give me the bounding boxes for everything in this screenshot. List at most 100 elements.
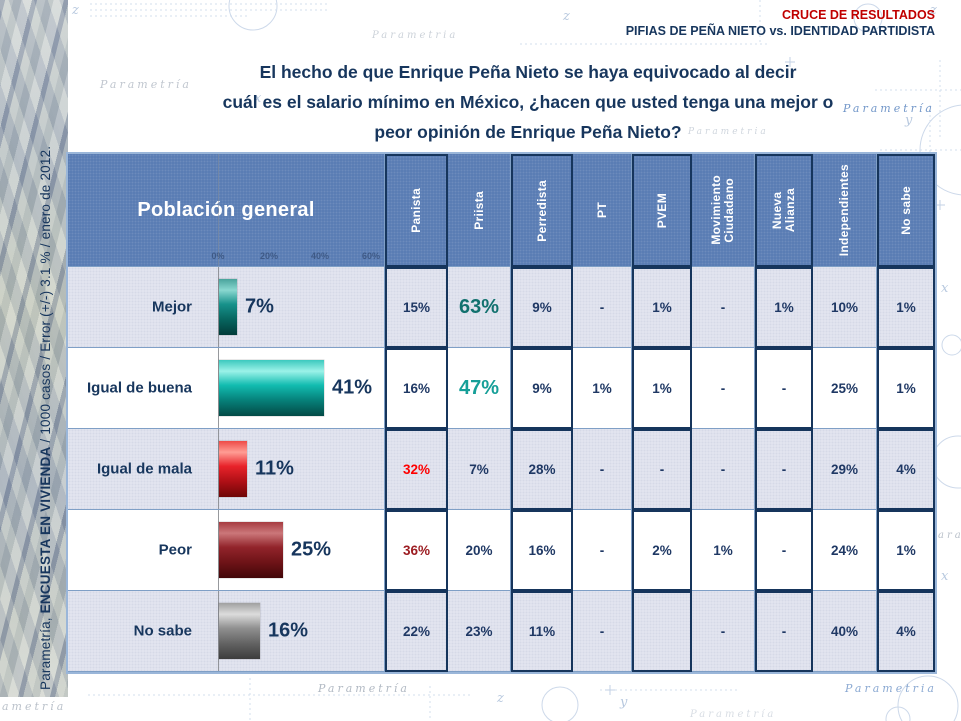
- data-cell-value: 16%: [528, 543, 556, 558]
- data-cell-igual-de-buena-independientes: 25%: [813, 348, 877, 429]
- bar-mejor: [219, 279, 237, 335]
- question-line: El hecho de que Enrique Peña Nieto se ha…: [259, 62, 797, 82]
- data-cell-value: -: [781, 381, 787, 396]
- poblacion-general-header: Población general 0% 20% 40% 60%: [68, 154, 385, 267]
- bar-axis-baseline: [218, 348, 219, 428]
- data-cell-igual-de-mala-priista: 7%: [448, 429, 511, 510]
- data-cell-value: -: [599, 542, 605, 558]
- row-mejor: Mejor 7%: [68, 267, 385, 348]
- data-cell-value: -: [781, 543, 787, 558]
- column-header-label: PVEM: [654, 192, 669, 229]
- data-cell-peor-no-sabe: 1%: [877, 510, 935, 591]
- data-cell-peor-panista: 36%: [385, 510, 448, 591]
- axis-tick: 60%: [361, 251, 381, 261]
- data-cell-no-sabe-pt: -: [573, 591, 632, 672]
- column-header-movimiento-ciudadano: Movimiento Ciudadano: [692, 154, 755, 267]
- bar-igual-de-buena: [219, 360, 324, 416]
- column-header-independientes: Independientes: [813, 154, 877, 267]
- parametria-watermark: Parametria: [371, 30, 458, 41]
- caption-suffix: / 1000 casos / Error (+/-) 3.1 % / enero…: [38, 145, 53, 447]
- data-cell-igual-de-mala-pt: -: [573, 429, 632, 510]
- data-cell-no-sabe-panista: 22%: [385, 591, 448, 672]
- bar-peor: [219, 522, 283, 578]
- data-cell-mejor-nueva-alianza: 1%: [755, 267, 813, 348]
- column-header-label: Independientes: [837, 163, 851, 257]
- data-cell-value: 1%: [652, 381, 672, 396]
- data-cell-value: 7%: [469, 461, 489, 477]
- sketch-plus-marks: [605, 57, 945, 695]
- data-cell-value: 32%: [402, 462, 431, 477]
- bar-value: 41%: [332, 376, 373, 399]
- bar-axis-baseline: [218, 267, 219, 347]
- data-cell-mejor-priista: 63%: [448, 267, 511, 348]
- data-cell-value: -: [781, 462, 787, 477]
- data-cell-no-sabe-priista: 23%: [448, 591, 511, 672]
- parametria-watermark: Parametria: [687, 127, 769, 137]
- row-igual-de-buena: Igual de buena 41%: [68, 348, 385, 429]
- row-label: No sabe: [133, 622, 192, 640]
- data-cell-peor-independientes: 24%: [813, 510, 877, 591]
- bar-igual-de-mala: [219, 441, 247, 497]
- column-header-label: Movimiento Ciudadano: [709, 175, 736, 245]
- data-cell-value: 16%: [402, 381, 431, 396]
- column-header-pvem: PVEM: [632, 154, 692, 267]
- data-cell-value: 25%: [830, 380, 859, 396]
- row-igual-de-mala: Igual de mala 11%: [68, 429, 385, 510]
- data-cell-value: 1%: [896, 381, 916, 396]
- question-title: El hecho de que Enrique Peña Nieto se ha…: [178, 57, 878, 147]
- data-cell-value: 9%: [532, 300, 552, 315]
- data-cell-value: 63%: [458, 295, 500, 318]
- column-header-priista: Priista: [448, 154, 511, 267]
- bar-value: 11%: [255, 457, 294, 480]
- data-cell-value: 36%: [402, 543, 431, 558]
- bar-value: 7%: [245, 295, 274, 318]
- survey-methodology-caption: Parametría, ENCUESTA EN VIVIENDA / 1000 …: [38, 72, 53, 690]
- question-line: peor opinión de Enrique Peña Nieto?: [374, 122, 682, 142]
- data-cell-igual-de-mala-nueva-alianza: -: [755, 429, 813, 510]
- data-cell-no-sabe-independientes: 40%: [813, 591, 877, 672]
- data-cell-value: 28%: [528, 462, 556, 477]
- caption-prefix: Parametría,: [38, 613, 53, 690]
- data-cell-value: -: [659, 462, 665, 477]
- data-cell-mejor-independientes: 10%: [813, 267, 877, 348]
- sketch-letter: z: [562, 9, 570, 24]
- axis-tick: 40%: [310, 251, 330, 261]
- row-no-sabe: No sabe 16%: [68, 591, 385, 672]
- parametria-watermark: ara: [938, 530, 961, 541]
- parametria-watermark: Parametría: [99, 78, 192, 91]
- data-cell-igual-de-buena-perredista: 9%: [511, 348, 573, 429]
- data-cell-igual-de-buena-panista: 16%: [385, 348, 448, 429]
- data-cell-value: 1%: [896, 543, 916, 558]
- data-cell-value: 1%: [652, 300, 672, 315]
- data-cell-value: 1%: [896, 300, 916, 315]
- slide-header: CRUCE DE RESULTADOS PIFIAS DE PEÑA NIETO…: [626, 7, 935, 39]
- data-cell-peor-movimiento-ciudadano: 1%: [692, 510, 755, 591]
- data-cell-value: -: [720, 461, 726, 477]
- data-cell-peor-perredista: 16%: [511, 510, 573, 591]
- data-cell-igual-de-mala-no-sabe: 4%: [877, 429, 935, 510]
- data-cell-value: 47%: [458, 376, 500, 399]
- row-label: Igual de buena: [86, 379, 192, 397]
- parametria-watermark: Parametria: [844, 682, 937, 695]
- data-cell-value: -: [720, 623, 726, 639]
- data-cell-igual-de-mala-panista: 32%: [385, 429, 448, 510]
- sketch-letter: z: [496, 691, 504, 706]
- data-cell-value: 2%: [652, 543, 672, 558]
- data-cell-value: -: [720, 299, 726, 315]
- data-cell-value: 1%: [774, 300, 794, 315]
- data-cell-value: -: [599, 461, 605, 477]
- parametria-watermark: Parametría: [317, 682, 410, 695]
- data-cell-value: 4%: [896, 624, 916, 639]
- sketch-letter: z: [929, 3, 937, 18]
- data-cell-peor-pvem: 2%: [632, 510, 692, 591]
- data-cell-igual-de-buena-movimiento-ciudadano: -: [692, 348, 755, 429]
- data-cell-igual-de-buena-priista: 47%: [448, 348, 511, 429]
- sketch-letter: x: [941, 569, 949, 584]
- data-cell-value: 15%: [402, 300, 431, 315]
- data-cell-value: 11%: [528, 624, 556, 639]
- bar-no-sabe: [219, 603, 260, 659]
- data-cell-value: 24%: [830, 542, 859, 558]
- sketch-letter: z: [71, 3, 79, 18]
